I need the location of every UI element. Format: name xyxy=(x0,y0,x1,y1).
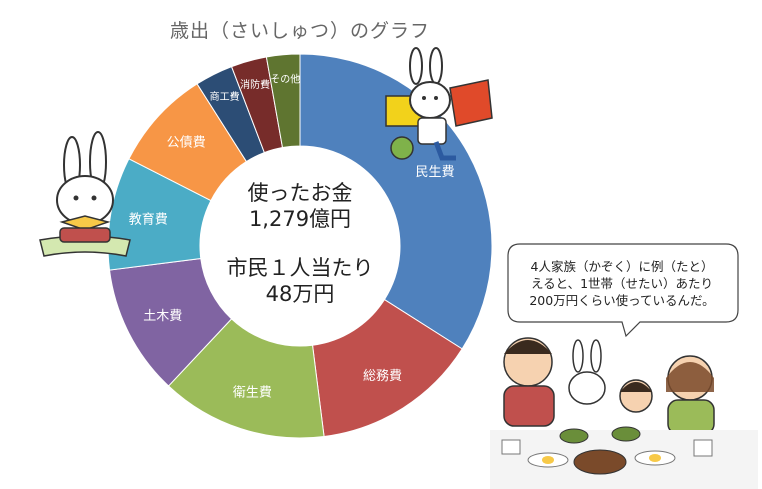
speech-line-2: えると、1世帯（せたい）あたり xyxy=(530,276,714,291)
slice-label-8: 消防費 xyxy=(240,78,270,91)
slice-label-9: その他 xyxy=(270,73,300,86)
family-dining-illustration xyxy=(490,337,758,489)
slice-label-4: 土木費 xyxy=(143,309,182,324)
speech-bubble: 4人家族（かぞく）に例（たと） えると、1世帯（せたい）あたり 200万円くらい… xyxy=(518,258,726,309)
center-label-spent: 使ったお金 xyxy=(248,181,353,205)
center-label-per-citizen-value: 48万円 xyxy=(266,282,335,306)
speech-bubble-shape xyxy=(507,243,739,338)
center-label-per-citizen: 市民１人当たり xyxy=(227,256,374,280)
rabbit-carrying-boxes-illustration xyxy=(385,47,493,161)
rabbit-reading-book-illustration xyxy=(39,131,131,257)
slice-label-3: 衛生費 xyxy=(233,385,272,400)
chart-title: 歳出（さいしゅつ）のグラフ xyxy=(169,20,430,42)
slice-label-2: 総務費 xyxy=(363,369,402,384)
speech-line-1: 4人家族（かぞく）に例（たと） xyxy=(530,259,714,274)
speech-line-3: 200万円くらい使っているんだ。 xyxy=(529,293,715,308)
slice-label-7: 商工費 xyxy=(210,90,240,103)
donut-hole xyxy=(200,146,400,346)
slice-label-5: 教育費 xyxy=(129,212,168,228)
slice-label-6: 公債費 xyxy=(167,135,206,150)
slice-label-1: 民生費 xyxy=(415,165,454,180)
center-label-total: 1,279億円 xyxy=(249,207,351,231)
